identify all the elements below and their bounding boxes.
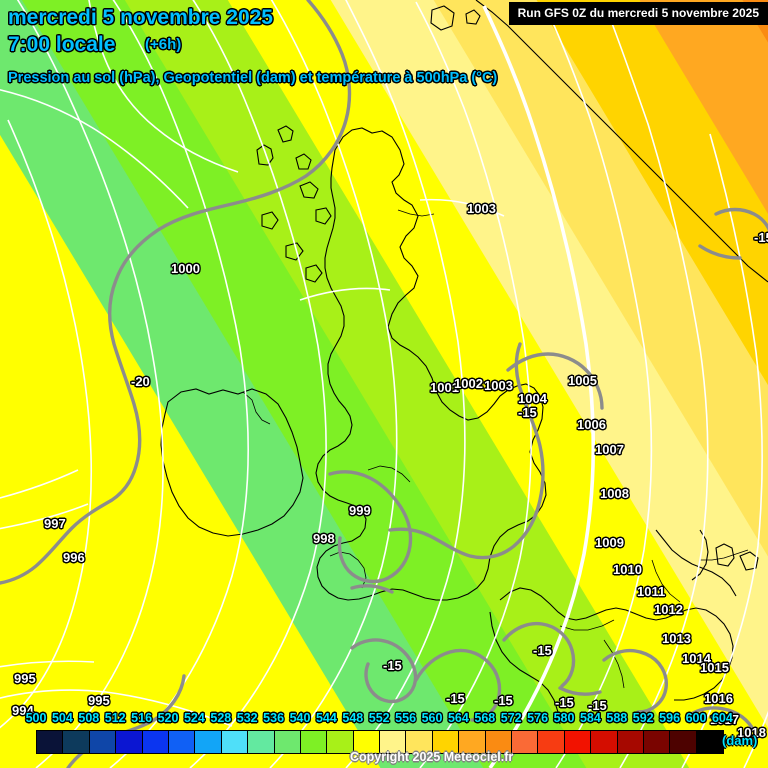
colorbar-swatch[interactable] <box>617 731 644 753</box>
model-run-badge: Run GFS 0Z du mercredi 5 novembre 2025 <box>508 2 768 25</box>
colorbar-tick-label: 528 <box>210 711 232 725</box>
colorbar[interactable] <box>36 730 725 754</box>
isobar-label: 996 <box>63 550 85 565</box>
isobar-label: 994 <box>12 703 34 718</box>
colorbar-tick-label: 536 <box>263 711 285 725</box>
colorbar-swatch[interactable] <box>564 731 592 753</box>
colorbar-swatch[interactable] <box>142 731 169 753</box>
isotherm-label: -15 <box>533 643 552 658</box>
colorbar-swatch[interactable] <box>168 731 196 753</box>
colorbar-swatch[interactable] <box>327 731 354 753</box>
copyright-text: Copyright 2025 Meteociel.fr <box>350 750 514 764</box>
colorbar-tick-label: 544 <box>315 711 337 725</box>
isotherm-label: -20 <box>131 374 150 389</box>
isobar-label: 1008 <box>600 486 629 501</box>
colorbar-tick-label: 516 <box>131 711 153 725</box>
isobar-label: 1005 <box>568 373 597 388</box>
isobar-label: 1003 <box>484 378 513 393</box>
isotherm-label: -15 <box>518 405 537 420</box>
colorbar-swatch[interactable] <box>538 731 565 753</box>
colorbar-swatch[interactable] <box>406 731 433 753</box>
colorbar-swatch[interactable] <box>512 731 539 753</box>
header-date: mercredi 5 novembre 2025 <box>8 6 273 29</box>
isobar-label: 997 <box>44 516 66 531</box>
colorbar-swatch[interactable] <box>459 731 486 753</box>
colorbar-tick-label: 604 <box>711 711 733 725</box>
isobar-label: 1007 <box>595 442 624 457</box>
isotherm-label: -15 <box>383 658 402 673</box>
colorbar-tick-label: 592 <box>632 711 654 725</box>
isobar-label: 1003 <box>467 201 496 216</box>
colorbar-tick-label: 532 <box>236 711 258 725</box>
colorbar-tick-label: 600 <box>685 711 707 725</box>
colorbar-tick-label: 540 <box>289 711 311 725</box>
isobar-label: 1001 <box>430 380 459 395</box>
colorbar-swatch[interactable] <box>89 731 117 753</box>
isobar-label: 1017 <box>710 712 739 727</box>
colorbar-tick-label: 584 <box>579 711 601 725</box>
colorbar-swatch[interactable] <box>300 731 328 753</box>
header-lead-time: (+6h) <box>145 36 182 53</box>
isotherm-label: -15 <box>446 691 465 706</box>
colorbar-tick-label: 556 <box>395 711 417 725</box>
isobar-label: 1011 <box>637 584 666 599</box>
colorbar-tick-label: 568 <box>474 711 496 725</box>
isotherm-label: -15 <box>588 698 607 713</box>
colorbar-unit: (dam) <box>722 733 758 748</box>
header-time: 7:00 locale <box>8 33 116 56</box>
colorbar-swatch[interactable] <box>221 731 249 753</box>
colorbar-swatch[interactable] <box>116 731 143 753</box>
isobar-label: 1006 <box>577 417 606 432</box>
colorbar-swatch[interactable] <box>274 731 301 753</box>
isobar-label: 999 <box>349 503 371 518</box>
colorbar-tick-label: 504 <box>51 711 73 725</box>
colorbar-tick-label: 580 <box>553 711 575 725</box>
colorbar-tick-label: 524 <box>183 711 205 725</box>
isobar-label: 1002 <box>454 376 483 391</box>
colorbar-swatch[interactable] <box>248 731 275 753</box>
colorbar-swatch[interactable] <box>195 731 222 753</box>
isobar-label: 1010 <box>613 562 642 577</box>
isobar-label: 1014 <box>682 651 711 666</box>
colorbar-swatch[interactable] <box>670 731 697 753</box>
isobar-label: 1013 <box>662 631 691 646</box>
colorbar-tick-label: 564 <box>447 711 469 725</box>
header-parameters: Pression au sol (hPa), Geopotentiel (dam… <box>8 70 498 86</box>
isobar-label: 1000 <box>171 261 200 276</box>
colorbar-swatch[interactable] <box>591 731 618 753</box>
colorbar-tick-label: 596 <box>659 711 681 725</box>
colorbar-tick-label: 560 <box>421 711 443 725</box>
isobar-label: 1016 <box>704 691 733 706</box>
colorbar-tick-label: 500 <box>25 711 47 725</box>
colorbar-tick-label: 520 <box>157 711 179 725</box>
isobar-label: 1004 <box>518 391 547 406</box>
colorbar-swatch[interactable] <box>353 731 381 753</box>
isotherm-label: -15 <box>754 230 768 245</box>
colorbar-tick-label: 552 <box>368 711 390 725</box>
colorbar-swatch[interactable] <box>696 731 724 753</box>
colorbar-tick-label: 588 <box>606 711 628 725</box>
colorbar-swatch[interactable] <box>643 731 671 753</box>
colorbar-swatch[interactable] <box>380 731 407 753</box>
colorbar-swatch[interactable] <box>432 731 460 753</box>
colorbar-tick-label: 576 <box>527 711 549 725</box>
colorbar-tick-label: 572 <box>500 711 522 725</box>
isobar-label: 1012 <box>654 602 683 617</box>
isobar-label: 1009 <box>595 535 624 550</box>
isobar-label: 1018 <box>737 725 766 740</box>
colorbar-tick-label: 548 <box>342 711 364 725</box>
isobar-label: 998 <box>313 531 335 546</box>
colorbar-tick-label: 508 <box>78 711 100 725</box>
isobar-label: 1015 <box>700 660 729 675</box>
colorbar-swatch[interactable] <box>63 731 90 753</box>
colorbar-swatch[interactable] <box>485 731 513 753</box>
isotherm-label: -15 <box>494 693 513 708</box>
isobar-label: 995 <box>14 671 36 686</box>
colorbar-swatch[interactable] <box>37 731 64 753</box>
colorbar-tick-label: 512 <box>104 711 126 725</box>
isobar-label: 995 <box>88 693 110 708</box>
isotherm-label: -15 <box>555 695 574 710</box>
